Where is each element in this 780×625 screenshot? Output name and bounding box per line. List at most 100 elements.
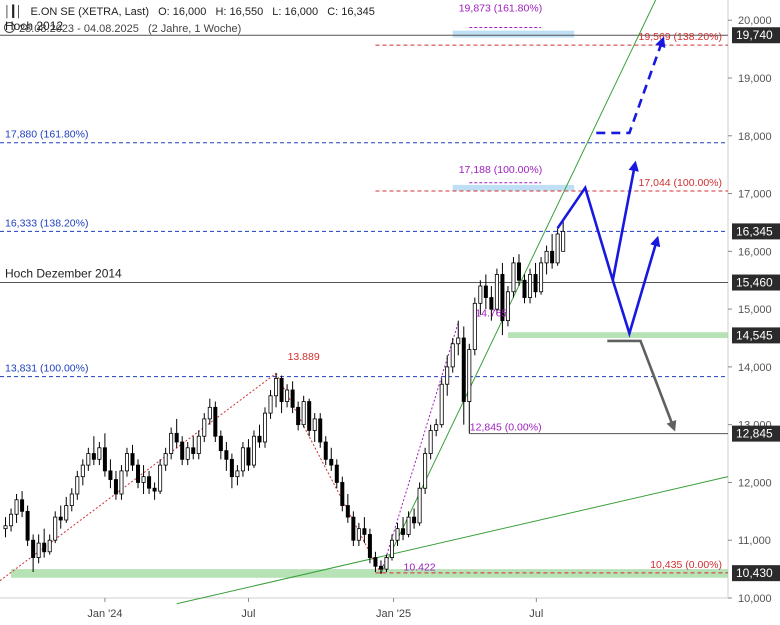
candle-body xyxy=(340,482,345,506)
candle-body xyxy=(423,453,428,489)
projection-blue-main xyxy=(556,160,639,281)
candle-body xyxy=(9,513,14,527)
zone-support-10430 xyxy=(11,569,729,578)
candle-body xyxy=(240,447,245,472)
candle-body xyxy=(555,233,560,264)
candle-body xyxy=(246,447,251,466)
candle-body xyxy=(329,458,334,466)
y-tick-label: 16,000 xyxy=(738,246,772,258)
candle-body xyxy=(268,395,273,414)
candle-body xyxy=(180,441,185,460)
annotation-label: 19,873 (161.80%) xyxy=(459,2,542,14)
candle-body xyxy=(158,464,163,492)
candle-body xyxy=(53,516,58,541)
price-badge-label: 15,460 xyxy=(736,276,773,290)
candle-body xyxy=(550,250,555,264)
y-tick-label: 10,000 xyxy=(738,593,772,605)
level-label: 19,569 (138.20%) xyxy=(639,31,722,43)
candle-body xyxy=(163,453,168,466)
candle-body xyxy=(384,557,389,570)
candle-body xyxy=(64,505,69,521)
candle-body xyxy=(561,230,566,252)
candle-body xyxy=(213,406,218,437)
price-badge xyxy=(732,425,780,442)
candle-body xyxy=(207,406,212,420)
candle-body xyxy=(251,435,256,466)
candle-body xyxy=(75,476,80,495)
price-badge-label: 10,430 xyxy=(736,566,773,580)
candle-body xyxy=(174,432,179,443)
level-label: 16,333 (138.20%) xyxy=(5,217,88,229)
candle-body xyxy=(69,493,74,506)
candle-body xyxy=(439,383,444,426)
candle-body xyxy=(296,406,301,426)
candle-body xyxy=(3,525,8,530)
candle-body xyxy=(511,262,516,293)
candle-body xyxy=(428,430,433,454)
candle-body xyxy=(373,557,378,567)
candle-body xyxy=(345,505,350,518)
y-tick-label: 19,000 xyxy=(738,73,772,85)
candle-body xyxy=(516,262,521,281)
zone-resist-19873 xyxy=(452,30,575,38)
candle-body xyxy=(235,470,240,478)
candle-body xyxy=(334,464,339,483)
price-badge-label: 16,345 xyxy=(736,224,773,238)
candle-body xyxy=(412,516,417,524)
date-span: (2 Jahre, 1 Woche) xyxy=(147,23,242,35)
candle-body xyxy=(102,447,107,472)
candle-body xyxy=(483,285,488,298)
candle-body xyxy=(362,528,367,535)
candle-body xyxy=(124,453,129,472)
candle-body xyxy=(58,516,63,521)
candle-body xyxy=(528,274,533,298)
candle-body xyxy=(401,528,406,535)
price-badge xyxy=(732,565,780,582)
annotation-label: 12,845 (0.00%) xyxy=(470,421,542,433)
y-tick-label: 12,000 xyxy=(738,477,772,489)
candle-body xyxy=(257,435,262,443)
candle-body xyxy=(461,337,466,402)
candle-body xyxy=(25,510,30,541)
candle-body xyxy=(312,418,317,431)
candle-body xyxy=(119,470,124,495)
open-value: O: 16,000 xyxy=(158,6,207,18)
level-label: 17,044 (100.00%) xyxy=(639,177,722,189)
y-tick-label: 18,000 xyxy=(738,131,772,143)
candle-body xyxy=(141,476,146,483)
candle-body xyxy=(97,447,102,460)
price-badge xyxy=(732,327,780,344)
close-value: C: 16,345 xyxy=(327,6,375,18)
candle-body xyxy=(406,516,411,535)
candle-body xyxy=(539,262,544,293)
candle-body xyxy=(472,302,477,350)
candle-body xyxy=(478,285,483,304)
candle-body xyxy=(378,565,383,570)
candle-body xyxy=(356,528,361,541)
date-range: 28.08.2023 - 04.08.2025 xyxy=(19,23,139,35)
candle-body xyxy=(395,528,400,541)
trendline xyxy=(176,476,729,605)
y-tick-label: 17,000 xyxy=(738,189,772,201)
zone-resist-17188 xyxy=(452,184,575,191)
candle-body xyxy=(147,476,152,489)
candle-body xyxy=(274,378,279,397)
candle-body xyxy=(202,418,207,437)
candle-body xyxy=(456,337,461,345)
annotation-label: 17,188 (100.00%) xyxy=(459,164,542,176)
candle-body xyxy=(169,432,174,454)
candle-body xyxy=(522,279,527,298)
candle-body xyxy=(351,516,356,541)
candle-body xyxy=(80,464,85,478)
candle-body xyxy=(434,424,439,431)
level-label: 10,435 (0.00%) xyxy=(650,559,722,571)
candle-body xyxy=(14,499,19,515)
candle-body xyxy=(224,450,229,460)
candle-body xyxy=(533,274,538,293)
price-badge-label: 19,740 xyxy=(736,28,773,42)
candle-body xyxy=(20,499,25,512)
candle-body xyxy=(113,479,118,495)
candle-body xyxy=(152,487,157,492)
header-date-row: 28.08.2023 - 04.08.2025 (2 Jahre, 1 Woch… xyxy=(4,22,247,35)
